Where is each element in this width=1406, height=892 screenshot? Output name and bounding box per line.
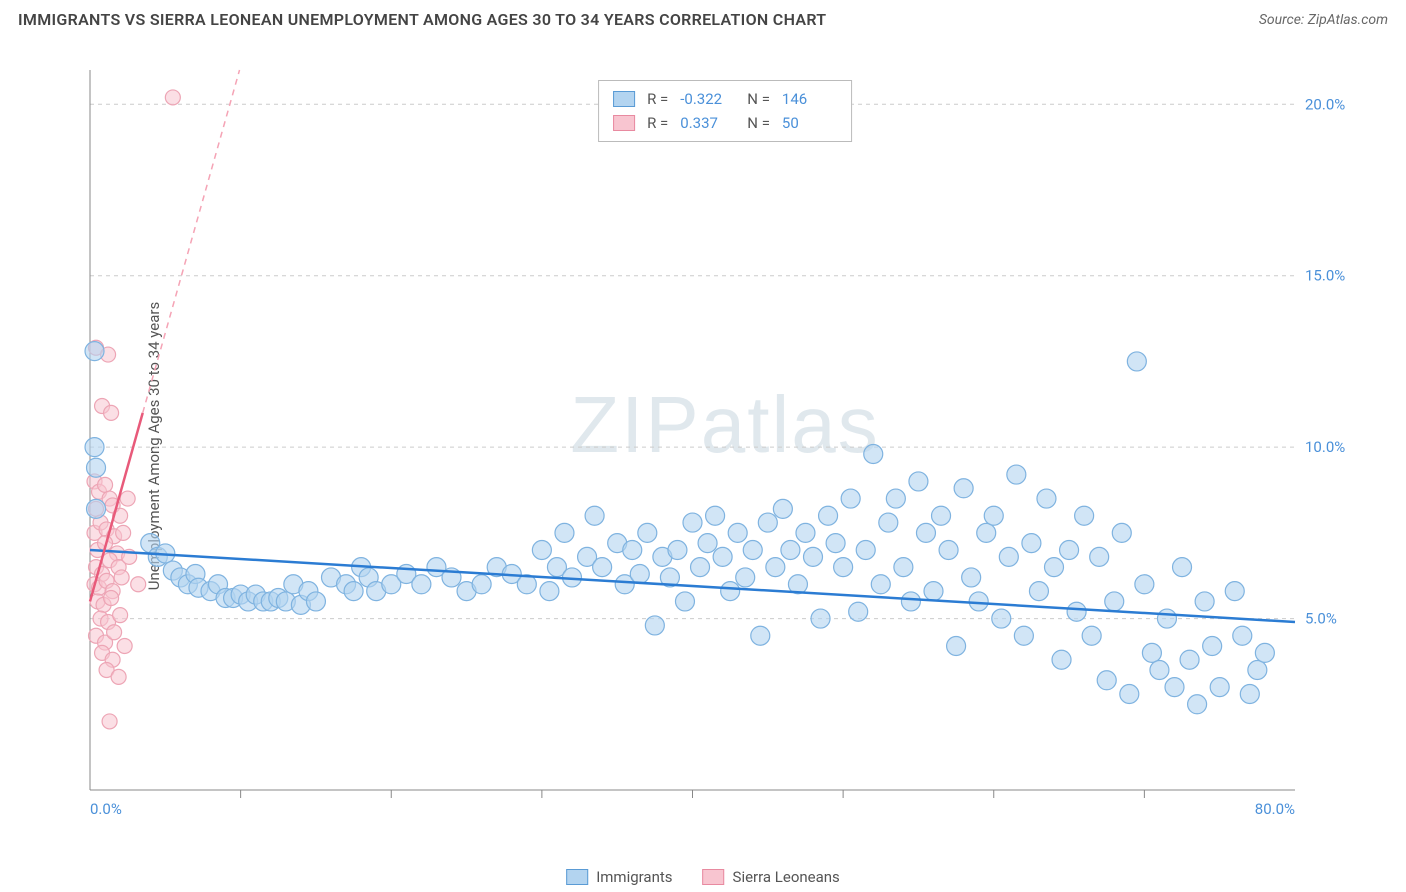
- r-value-immigrants: -0.322: [680, 87, 735, 111]
- legend-item-sierra: Sierra Leoneans: [703, 868, 840, 886]
- legend-item-immigrants: Immigrants: [566, 868, 672, 886]
- n-label: N =: [747, 111, 770, 135]
- n-label: N =: [747, 87, 770, 111]
- svg-text:15.0%: 15.0%: [1305, 267, 1345, 285]
- svg-text:80.0%: 80.0%: [1255, 800, 1295, 818]
- swatch-pink-icon: [613, 115, 635, 131]
- svg-text:5.0%: 5.0%: [1305, 610, 1337, 628]
- swatch-pink-icon: [703, 869, 725, 885]
- svg-text:10.0%: 10.0%: [1305, 438, 1345, 456]
- svg-text:20.0%: 20.0%: [1305, 95, 1345, 113]
- svg-text:0.0%: 0.0%: [90, 800, 122, 818]
- source-attribution: Source: ZipAtlas.com: [1259, 12, 1388, 28]
- chart-title: IMMIGRANTS VS SIERRA LEONEAN UNEMPLOYMEN…: [18, 10, 826, 29]
- chart-header: IMMIGRANTS VS SIERRA LEONEAN UNEMPLOYMEN…: [0, 0, 1406, 37]
- swatch-blue-icon: [613, 91, 635, 107]
- chart-container: ZIPatlas 0.0%80.0%5.0%10.0%15.0%20.0% R …: [45, 40, 1396, 847]
- source-name: ZipAtlas.com: [1308, 12, 1388, 28]
- chart-svg: 0.0% 80.0% 5.0% 10.0% 15.0% 20.0%: [80, 60, 1370, 820]
- r-label: R =: [647, 111, 668, 135]
- plot-area: ZIPatlas 0.0%80.0%5.0%10.0%15.0%20.0% R …: [80, 60, 1370, 820]
- r-label: R =: [647, 87, 668, 111]
- series-legend: Immigrants Sierra Leoneans: [566, 868, 840, 886]
- correlation-row-sierra: R = 0.337 N = 50: [613, 111, 837, 135]
- legend-label-immigrants: Immigrants: [596, 868, 672, 886]
- r-value-sierra: 0.337: [680, 111, 735, 135]
- legend-label-sierra: Sierra Leoneans: [733, 868, 840, 886]
- correlation-legend: R = -0.322 N = 146 R = 0.337 N = 50: [598, 80, 852, 142]
- correlation-row-immigrants: R = -0.322 N = 146: [613, 87, 837, 111]
- n-value-sierra: 50: [782, 111, 837, 135]
- source-label: Source:: [1259, 12, 1304, 28]
- swatch-blue-icon: [566, 869, 588, 885]
- n-value-immigrants: 146: [782, 87, 837, 111]
